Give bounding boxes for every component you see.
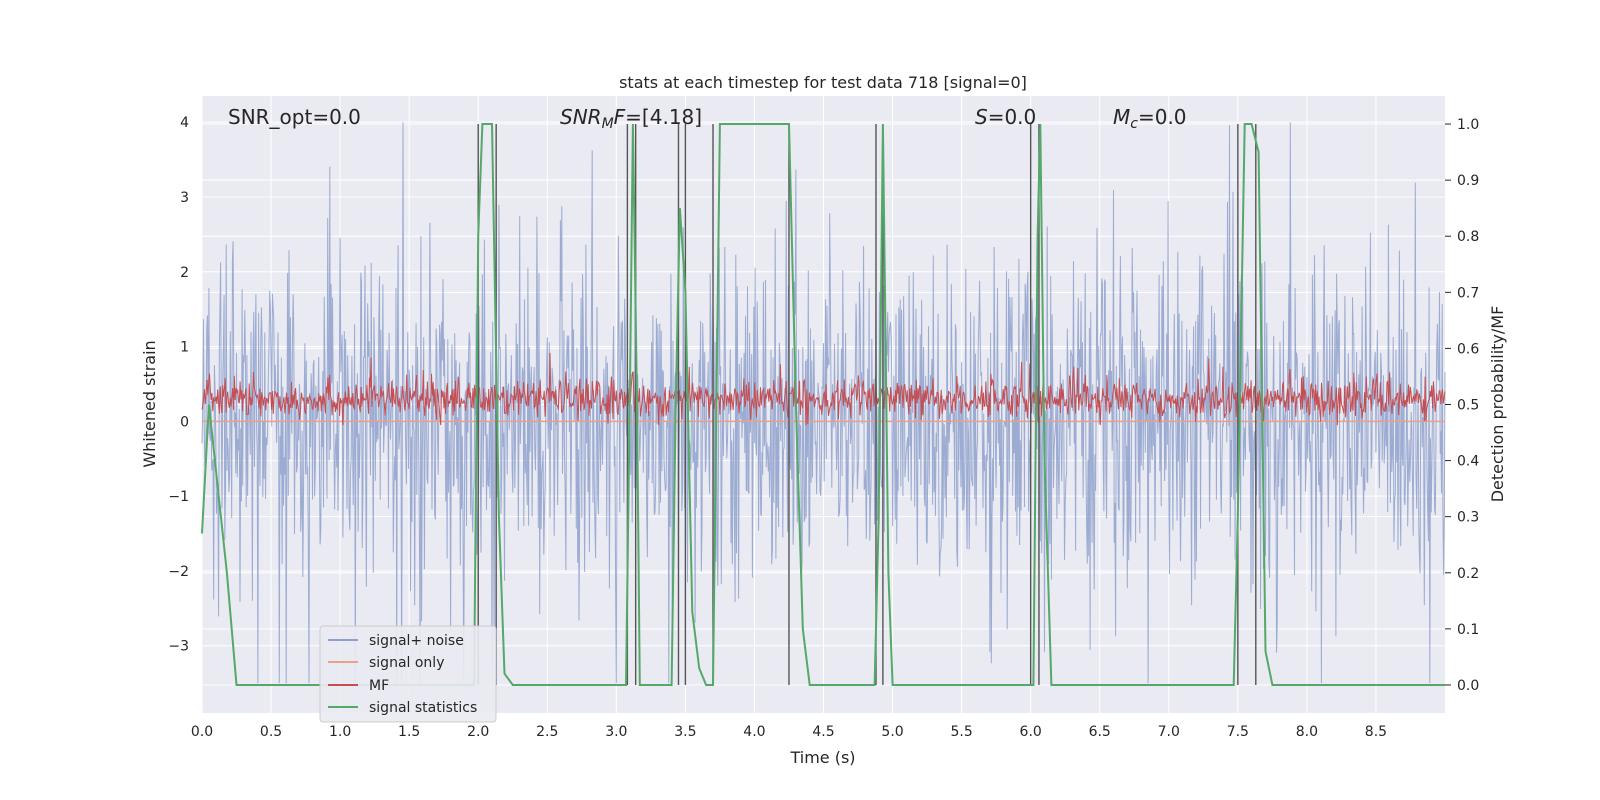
y2-tick-label: 0.9 — [1457, 173, 1479, 189]
y-tick-label: 4 — [180, 115, 189, 131]
annotation-mc: Mc=0.0 — [1113, 105, 1187, 132]
legend-label-statistics: signal statistics — [369, 700, 477, 716]
x-tick-label: 5.0 — [881, 724, 903, 740]
y2-tick-label: 0.0 — [1457, 678, 1479, 694]
legend-label-mf: MF — [369, 678, 389, 694]
y2-axis-label: Detection probability/MF — [1488, 306, 1507, 503]
x-tick-label: 0.0 — [191, 724, 213, 740]
y-tick-labels: 4 3 2 1 0 −1 −2 −3 — [168, 115, 189, 655]
annotation-mc-value: =0.0 — [1138, 105, 1187, 129]
x-tick-label: 3.5 — [674, 724, 696, 740]
y2-tick-label: 1.0 — [1457, 117, 1479, 133]
legend: signal+ noise signal only MF signal stat… — [319, 625, 497, 723]
x-tick-label: 2.0 — [467, 724, 489, 740]
y2-tick-label: 0.4 — [1457, 454, 1479, 470]
x-tick-label: 1.5 — [398, 724, 420, 740]
x-tick-label: 8.5 — [1365, 724, 1387, 740]
annotation-s: S=0.0 — [975, 105, 1036, 129]
x-tick-labels: 0.0 0.5 1.0 1.5 2.0 2.5 3.0 3.5 4.0 4.5 5.0 5.5 6.0 6… — [191, 724, 1387, 740]
x-tick-label: 7.0 — [1158, 724, 1180, 740]
y2-tick-label: 0.8 — [1457, 229, 1479, 245]
chart-title: stats at each timestep for test data 718… — [619, 73, 1027, 92]
y-tick-label: −3 — [168, 639, 189, 655]
x-tick-label: 6.5 — [1089, 724, 1111, 740]
x-tick-label: 6.0 — [1020, 724, 1042, 740]
line-signal-statistics — [201, 123, 1445, 686]
y-tick-label: −1 — [168, 489, 189, 505]
x-tick-label: 1.0 — [329, 724, 351, 740]
annotation-mc-sub: c — [1130, 116, 1138, 132]
y2-tick-labels: 1.0 0.9 0.8 0.7 0.6 0.5 0.4 0.3 0.2 0.1 0.0 — [1445, 117, 1479, 694]
y2-tick-label: 0.3 — [1457, 510, 1479, 526]
y2-tick-label: 0.2 — [1457, 566, 1479, 582]
x-tick-label: 0.5 — [260, 724, 282, 740]
y2-tick-label: 0.5 — [1457, 398, 1479, 414]
annotation-snr-mf-symbol: SNR — [560, 105, 602, 129]
x-tick-label: 4.5 — [812, 724, 834, 740]
x-axis-label: Time (s) — [789, 748, 855, 767]
y-tick-label: 0 — [180, 414, 189, 430]
series-signal-statistics — [201, 123, 1445, 686]
legend-label-signal-only: signal only — [369, 655, 444, 671]
x-tick-label: 8.0 — [1296, 724, 1318, 740]
x-tick-label: 2.5 — [536, 724, 558, 740]
y2-tick-label: 0.1 — [1457, 622, 1479, 638]
annotation-snr-opt: SNR_opt=0.0 — [228, 105, 361, 129]
y-tick-label: −2 — [168, 564, 189, 580]
legend-box — [319, 625, 497, 723]
annotation-s-value: =0.0 — [988, 105, 1037, 129]
x-tick-label: 4.0 — [743, 724, 765, 740]
annotation-s-symbol: S — [975, 105, 988, 129]
annotation-snr-mf: SNRMF=[4.18] — [560, 105, 702, 132]
y2-tick-label: 0.6 — [1457, 341, 1479, 357]
x-tick-label: 7.5 — [1227, 724, 1249, 740]
annotation-snr-mf-value: =[4.18] — [625, 105, 702, 129]
annotation-snr-mf-symbol2: F — [614, 105, 626, 129]
y2-tick-label: 0.7 — [1457, 285, 1479, 301]
y-tick-label: 3 — [180, 190, 189, 206]
x-tick-label: 3.0 — [605, 724, 627, 740]
y-tick-label: 2 — [180, 265, 189, 281]
annotation-snr-mf-sub: M — [602, 116, 614, 132]
y-axis-label: Whitened strain — [140, 340, 159, 467]
annotation-mc-symbol: M — [1113, 105, 1130, 129]
x-tick-label: 5.5 — [950, 724, 972, 740]
y-tick-label: 1 — [180, 340, 189, 356]
legend-label-noise: signal+ noise — [369, 633, 464, 649]
